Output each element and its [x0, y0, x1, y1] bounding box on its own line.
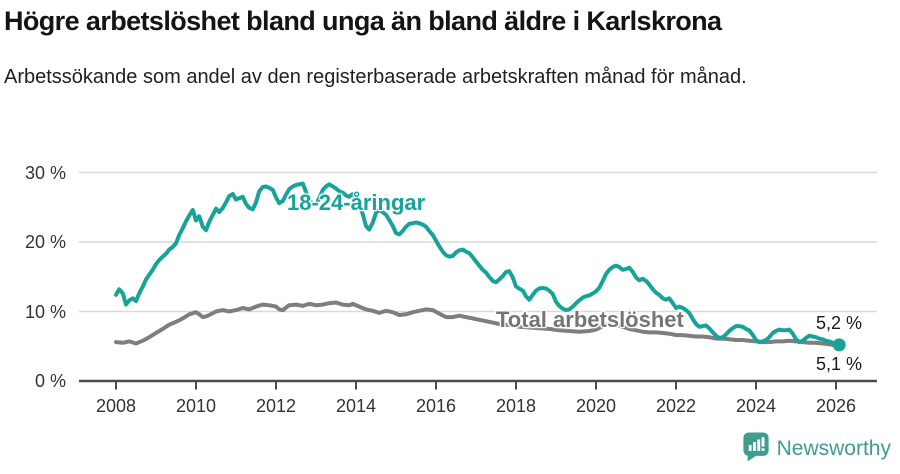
x-tick-label: 2012 — [255, 396, 297, 416]
y-tick-label: 10 % — [24, 301, 66, 322]
x-tick-label: 2014 — [335, 396, 377, 416]
y-tick-label: 20 % — [24, 232, 66, 252]
newsworthy-brand-text: Newsworthy — [776, 437, 891, 460]
x-tick-label: 2026 — [815, 396, 857, 416]
y-tick-label: 0 % — [34, 371, 66, 391]
x-tick-label: 2018 — [495, 396, 537, 416]
newsworthy-logo-icon — [742, 431, 770, 467]
series-label-total: Total arbetslöshet — [496, 307, 684, 332]
x-tick-label: 2016 — [415, 396, 457, 416]
x-tick-label: 2022 — [655, 396, 697, 416]
chart-subtitle: Arbetssökande som andel av den registerb… — [4, 66, 747, 88]
y-tick-label: 30 % — [24, 162, 66, 183]
x-tick-label: 2008 — [95, 396, 137, 416]
newsworthy-brand: Newsworthy — [742, 431, 891, 467]
x-tick-label: 2024 — [735, 396, 777, 416]
end-value-total: 5,1 % — [816, 354, 863, 374]
x-tick-label: 2010 — [175, 396, 217, 416]
series-label-youth: 18-24-åringar — [287, 190, 426, 215]
end-value-youth: 5,2 % — [816, 313, 863, 333]
x-tick-label: 2020 — [575, 396, 617, 416]
chart-title: Högre arbetslöshet bland unga än bland ä… — [4, 6, 722, 36]
